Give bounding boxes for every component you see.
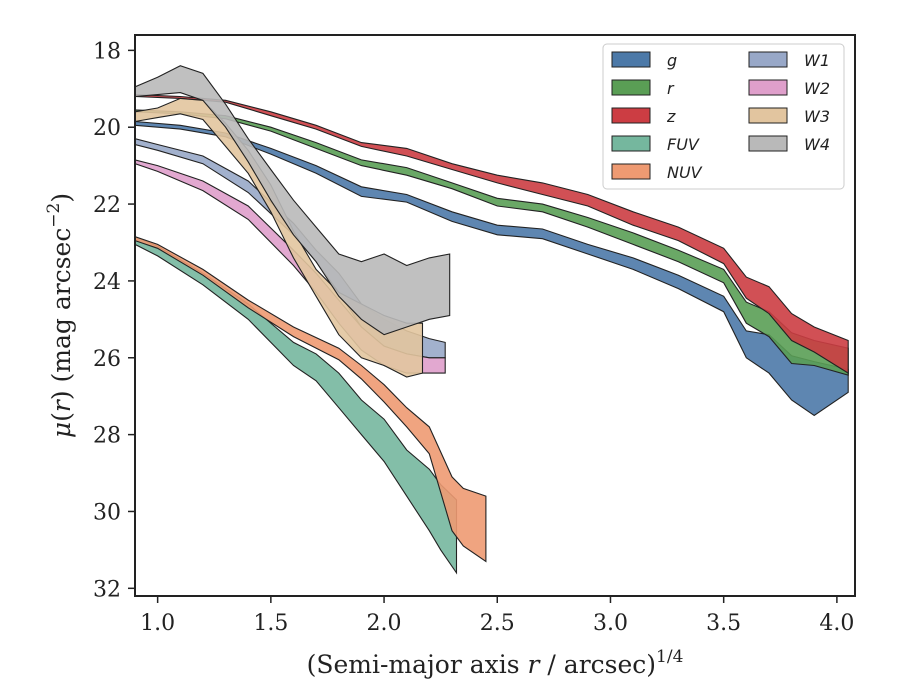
x-tick-label: 4.0 (819, 611, 854, 636)
band-nuv (135, 236, 487, 563)
legend-label-fuv: FUV (667, 135, 700, 154)
band-z (135, 94, 849, 375)
y-tick-label: 18 (93, 39, 121, 64)
band-g (135, 120, 849, 417)
band-w4 (135, 65, 451, 336)
legend-swatch-z (611, 107, 651, 124)
x-tick-label: 1.0 (140, 611, 175, 636)
legend-label-w1: W1 (804, 51, 830, 70)
y-tick-label: 32 (93, 577, 121, 602)
y-tick-label: 20 (93, 116, 121, 141)
x-tick-label: 2.0 (367, 611, 402, 636)
legend-swatch-g (611, 51, 651, 68)
y-tick-label: 22 (93, 193, 121, 218)
legend-label-w4: W4 (804, 135, 830, 154)
legend-label-r: r (667, 79, 675, 98)
x-tick-label: 1.5 (253, 611, 288, 636)
legend-label-g: g (667, 51, 677, 70)
legend-swatch-r (611, 79, 651, 96)
y-tick-label: 24 (93, 270, 121, 295)
y-tick-label: 28 (93, 424, 121, 449)
legend-swatch-w1 (748, 51, 788, 68)
y-tick-label: 26 (93, 347, 121, 372)
legend-label-w3: W3 (804, 107, 830, 126)
x-tick-label: 2.5 (480, 611, 515, 636)
legend-swatch-w3 (748, 107, 788, 124)
legend-swatch-w4 (748, 135, 788, 152)
legend-swatch-nuv (611, 163, 651, 180)
axes-frame (134, 34, 856, 597)
band-fuv (135, 236, 458, 575)
y-axis-label: μ(r) (mag arcsec−2) (44, 193, 76, 438)
x-axis-ticks: 1.0 1.5 2.0 2.5 3.0 3.5 4.0 (140, 596, 854, 636)
legend: grz FUV NUV W1 W2 W3 W4 (602, 43, 845, 190)
legend-swatch-w2 (748, 79, 788, 96)
y-tick-label: 30 (93, 500, 121, 525)
bands-layer (135, 65, 849, 575)
y-axis-ticks: 18 20 22 24 26 28 30 32 (93, 39, 135, 602)
legend-label-z: z (666, 107, 676, 126)
x-tick-label: 3.5 (706, 611, 741, 636)
band-r (135, 109, 849, 376)
x-axis-label: (Semi-major axis r / arcsec)1/4 (307, 647, 684, 679)
legend-swatch-fuv (611, 135, 651, 152)
legend-label-nuv: NUV (667, 163, 703, 182)
x-tick-label: 3.0 (593, 611, 628, 636)
legend-label-w2: W2 (804, 79, 830, 98)
